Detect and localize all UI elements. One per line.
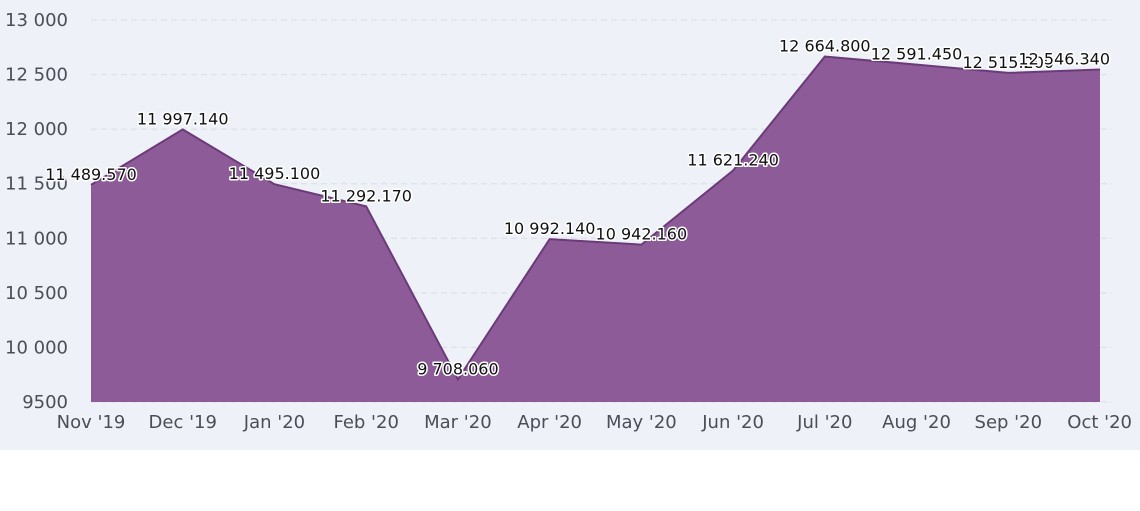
- area-fill: [91, 56, 1100, 402]
- x-tick-label: Sep '20: [975, 412, 1043, 433]
- x-axis-ticks: Nov '19 Dec '19 Jan '20 Feb '20 Mar '20 Apr '…: [57, 412, 1132, 433]
- y-tick-label: 13 000: [5, 10, 68, 31]
- x-tick-label: May '20: [606, 412, 677, 433]
- x-tick-label: Jan '20: [243, 412, 305, 433]
- data-label: 12 515.200: [962, 53, 1054, 72]
- x-tick-label: Oct '20: [1067, 412, 1132, 433]
- y-tick-label: 11 000: [5, 228, 68, 249]
- data-label: 11 495.100: [229, 164, 321, 183]
- data-label: 11 489.570: [45, 165, 137, 184]
- data-labels: 11 489.570 11 997.140 11 495.100 11 292.170…: [44, 35, 1112, 380]
- x-tick-label: Mar '20: [424, 412, 492, 433]
- x-tick-label: Jun '20: [701, 412, 764, 433]
- area-series: [90, 55, 1101, 402]
- y-tick-label: 11 500: [5, 174, 68, 195]
- x-tick-label: Nov '19: [57, 412, 126, 433]
- y-tick-label: 10 000: [5, 337, 68, 358]
- data-label: 12 546.340: [1018, 50, 1110, 69]
- y-tick-label: 12 500: [5, 65, 68, 86]
- y-tick-label: 10 500: [5, 283, 68, 304]
- data-label: 9 708.060: [417, 359, 498, 378]
- y-tick-label: 12 000: [5, 119, 68, 140]
- data-label: 12 664.800: [779, 37, 871, 56]
- x-tick-label: Jul '20: [796, 412, 852, 433]
- x-tick-label: Aug '20: [882, 412, 951, 433]
- data-label: 12 591.450: [871, 45, 963, 64]
- data-label: 10 992.140: [504, 219, 596, 238]
- series-line: [90, 55, 1101, 382]
- data-label: 11 292.170: [320, 186, 412, 205]
- x-tick-label: Dec '19: [149, 412, 217, 433]
- area-chart: 9500 10 000 10 500 11 000 11 500 12 000 12 500…: [5, 10, 1132, 433]
- x-tick-label: Feb '20: [333, 412, 398, 433]
- data-label: 11 621.240: [687, 150, 779, 169]
- x-tick-label: Apr '20: [517, 412, 582, 433]
- data-label: 10 942.160: [596, 225, 688, 244]
- y-tick-label: 9500: [22, 392, 68, 413]
- y-axis-ticks: 9500 10 000 10 500 11 000 11 500 12 000 12 500…: [5, 10, 68, 413]
- chart-panel: 9500 10 000 10 500 11 000 11 500 12 000 12 500…: [0, 0, 1140, 450]
- data-label: 11 997.140: [137, 109, 229, 128]
